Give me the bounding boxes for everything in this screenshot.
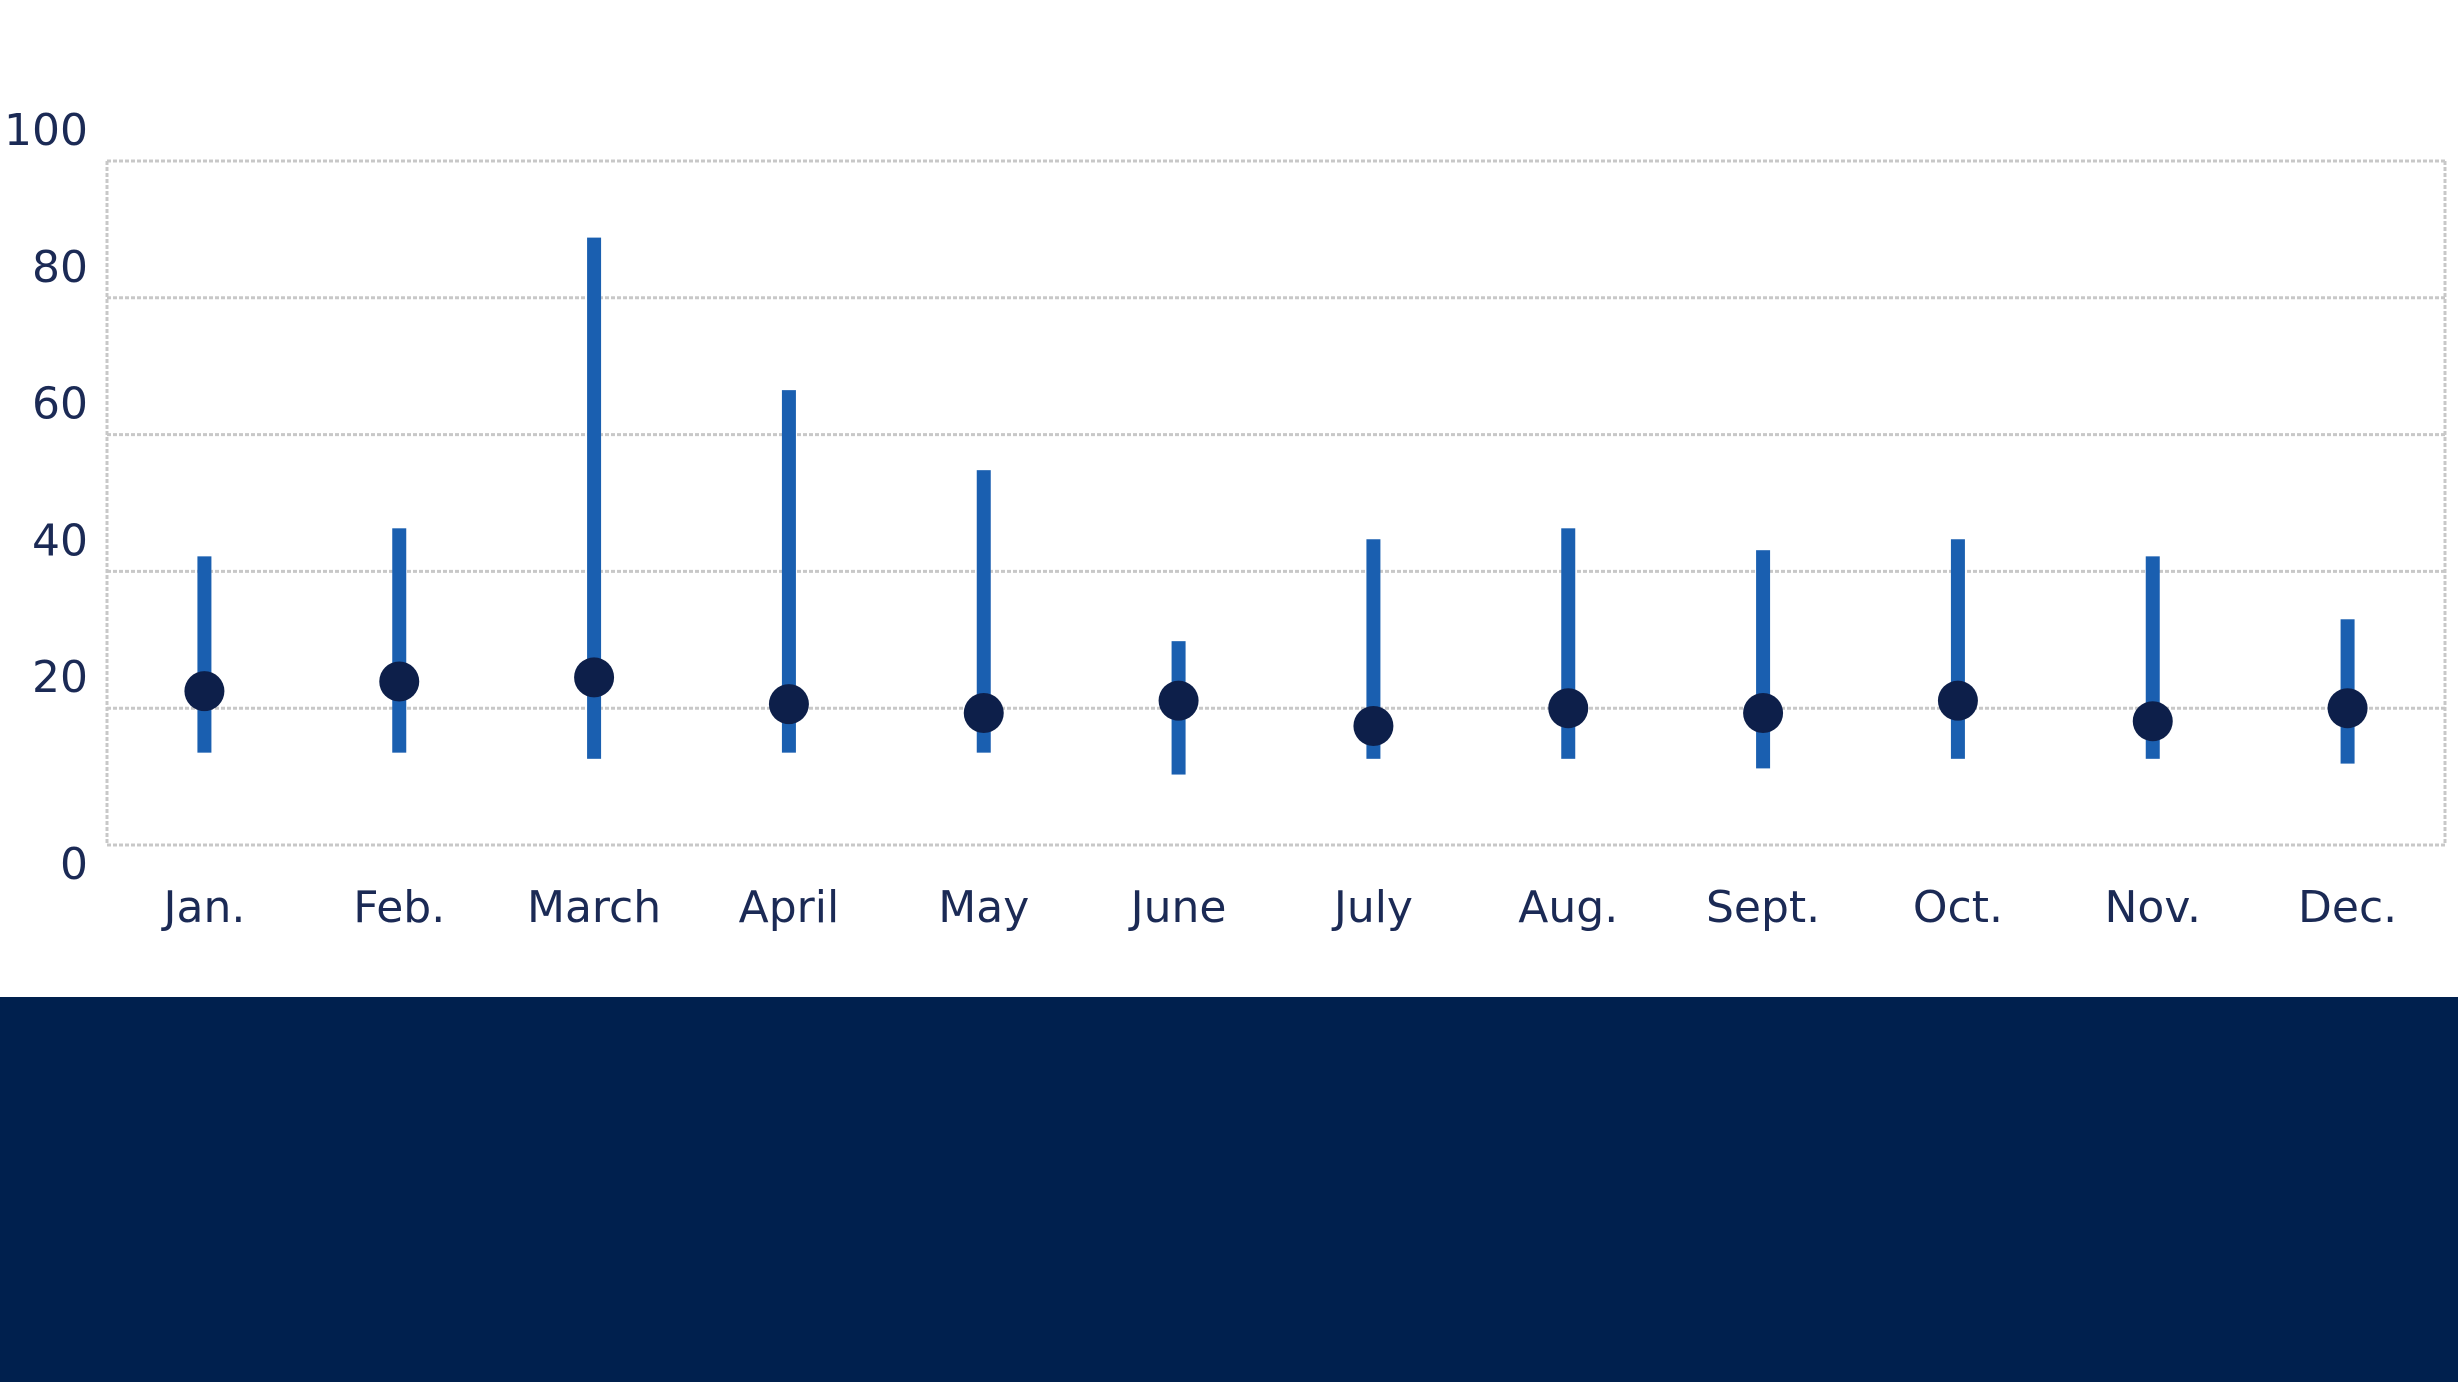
x-tick-label: Aug.	[1518, 882, 1618, 933]
y-tick-label: 80	[32, 242, 88, 293]
range-bar	[197, 556, 212, 753]
range-bar	[1950, 539, 1965, 759]
range-bar	[1756, 550, 1771, 769]
mean-dot	[184, 671, 225, 712]
range-bar	[1366, 539, 1381, 759]
y-tick-label: 60	[32, 379, 88, 430]
mean-dot	[1353, 705, 1394, 746]
mean-dot	[1743, 692, 1784, 733]
mean-dot	[2132, 701, 2173, 742]
mean-dot	[1548, 688, 1589, 729]
x-tick-label: June	[1128, 882, 1227, 933]
x-tick-label: Nov.	[2105, 882, 2201, 933]
x-tick-label: May	[938, 882, 1029, 933]
x-tick-label: April	[739, 882, 840, 933]
x-tick-label: March	[527, 882, 661, 933]
x-tick-label: Sept.	[1706, 882, 1820, 933]
mean-dot	[1937, 680, 1978, 721]
x-tick-label: Oct.	[1913, 882, 2003, 933]
mean-dot	[379, 661, 420, 702]
mean-dot	[1158, 680, 1199, 721]
range-bar	[976, 470, 991, 753]
x-tick-label: Feb.	[353, 882, 445, 933]
y-tick-label: 40	[32, 515, 88, 566]
y-tick-label: 20	[32, 652, 88, 703]
range-bar	[781, 390, 796, 753]
footer-band	[0, 997, 2458, 1382]
mean-dot	[2327, 688, 2368, 729]
y-tick-label: 100	[4, 105, 88, 156]
x-tick-label: Dec.	[2298, 882, 2397, 933]
mean-dot	[768, 684, 809, 725]
y-tick-label: 0	[60, 839, 88, 890]
x-tick-label: Jan.	[161, 882, 246, 933]
range-bar	[392, 528, 407, 753]
x-tick-label: July	[1331, 882, 1413, 933]
mean-dot	[963, 692, 1004, 733]
range-bar	[587, 237, 602, 759]
mean-dot	[574, 657, 615, 698]
